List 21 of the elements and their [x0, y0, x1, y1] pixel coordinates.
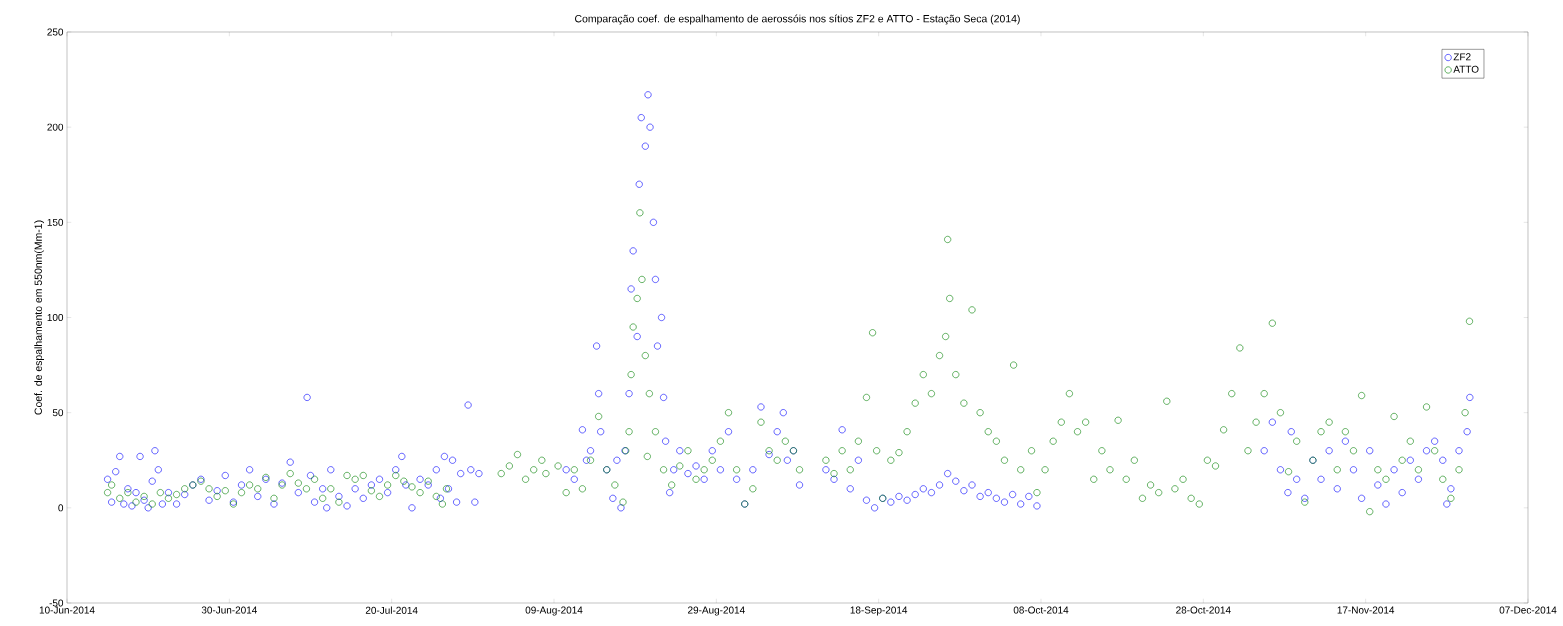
y-tick-label: 50 [52, 409, 64, 417]
y-tick-label: -50 [49, 599, 64, 607]
y-axis-title: Coef. de espalhamento em 550nm(Mm-1) [34, 220, 45, 415]
x-tick-label: 09-Aug-2014 [525, 606, 583, 616]
x-tick-label: 29-Aug-2014 [688, 606, 745, 616]
x-tick-label: 30-Jun-2014 [201, 606, 257, 614]
x-tick-label: 18-Sep-2014 [850, 606, 908, 616]
legend-label: ATTO [1453, 65, 1479, 73]
y-tick-label: 0 [58, 504, 64, 512]
y-tick-label: 200 [47, 123, 64, 131]
x-tick-label: 10-Jun-2014 [39, 606, 95, 614]
y-tick-label: 250 [47, 28, 64, 36]
x-tick-label: 17-Nov-2014 [1337, 606, 1395, 614]
y-tick-label: 100 [47, 313, 64, 322]
chart-title: Comparação coef. de espalhamento de aerossóis nos sítios ZF2 e ATTO - Estação Seca (2014) [575, 14, 1020, 25]
y-tick-label: 150 [47, 218, 64, 226]
x-tick-label: 20-Jul-2014 [365, 606, 418, 614]
x-tick-label: 08-Oct-2014 [1013, 606, 1069, 614]
legend-label: ZF2 [1453, 53, 1471, 61]
x-tick-label: 07-Dec-2014 [1499, 606, 1557, 614]
x-tick-label: 28-Oct-2014 [1176, 606, 1231, 614]
